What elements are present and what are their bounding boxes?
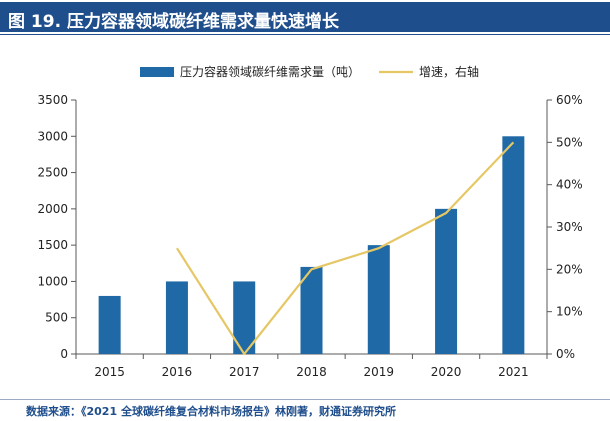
y-right-tick-label: 30%	[556, 220, 583, 234]
y-right-tick-label: 10%	[556, 305, 583, 319]
y-left-tick-label: 2000	[37, 202, 68, 216]
x-tick-label: 2021	[498, 365, 529, 379]
bar	[300, 266, 323, 354]
y-left-tick-label: 2500	[37, 166, 68, 180]
x-tick-label: 2015	[94, 365, 125, 379]
footer-divider	[0, 399, 610, 400]
legend-label-bar: 压力容器领域碳纤维需求量（吨）	[180, 64, 360, 79]
bar	[502, 136, 525, 354]
y-left-tick-label: 3000	[37, 129, 68, 143]
source-note: 数据来源：《2021 全球碳纤维复合材料市场报告》林刚著，财通证券研究所	[26, 405, 396, 418]
bar	[367, 245, 390, 354]
bar	[435, 208, 458, 354]
chart-area: 0 500 1000 1500 2000 2500 3000 3500 0% 10% 20% 30% 4…	[37, 64, 583, 379]
x-tick-label: 2018	[296, 365, 327, 379]
y-right-tick-label: 60%	[556, 93, 583, 107]
y-left-tick-label: 0	[60, 347, 68, 361]
x-tick-label: 2020	[431, 365, 462, 379]
y-right-tick-label: 20%	[556, 262, 583, 276]
bar	[233, 281, 256, 354]
y-right-tick-label: 0%	[556, 347, 575, 361]
legend-label-line: 增速，右轴	[419, 64, 479, 79]
x-tick-label: 2019	[364, 365, 395, 379]
figure-title: 图 19. 压力容器领域碳纤维需求量快速增长	[8, 12, 339, 32]
x-tick-label: 2016	[162, 365, 193, 379]
y-right-tick-label: 40%	[556, 178, 583, 192]
y-left-tick-label: 1500	[37, 238, 68, 252]
y-left-tick-label: 500	[45, 311, 68, 325]
y-left-tick-label: 3500	[37, 93, 68, 107]
figure-title-bar: 图 19. 压力容器领域碳纤维需求量快速增长	[0, 2, 610, 32]
x-tick-label: 2017	[229, 365, 260, 379]
bar	[98, 295, 121, 354]
bar	[165, 281, 188, 354]
y-right-tick-label: 50%	[556, 135, 583, 149]
legend-swatch-bar	[140, 67, 174, 77]
y-left-tick-label: 1000	[37, 274, 68, 288]
growth-line	[176, 141, 515, 356]
title-divider	[0, 34, 610, 35]
